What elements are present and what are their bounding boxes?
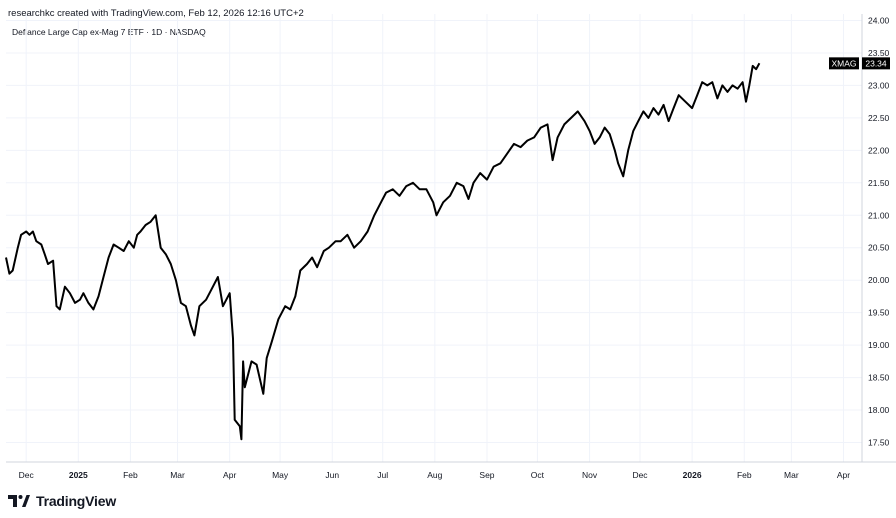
y-tick-label: 22.50 bbox=[868, 113, 890, 123]
x-tick-label: Mar bbox=[170, 470, 185, 480]
tradingview-footer[interactable]: TradingView bbox=[8, 493, 116, 509]
y-tick-label: 23.00 bbox=[868, 80, 890, 90]
x-tick-label: Jul bbox=[377, 470, 388, 480]
ticker-label: XMAG bbox=[831, 58, 856, 68]
y-tick-label: 24.00 bbox=[868, 15, 890, 25]
x-tick-label: Dec bbox=[632, 470, 648, 480]
x-tick-label: Dec bbox=[19, 470, 35, 480]
x-tick-label: May bbox=[272, 470, 289, 480]
x-axis[interactable]: Dec 2025 Feb Mar Apr May Jun Jul Aug Sep Oct Nov Dec… bbox=[19, 470, 851, 480]
x-tick-label: 2026 bbox=[683, 470, 702, 480]
x-tick-label: Nov bbox=[582, 470, 598, 480]
chart-creator-line: researchkc created with TradingView.com,… bbox=[8, 8, 304, 19]
y-tick-label: 18.00 bbox=[868, 405, 890, 415]
x-tick-label: Aug bbox=[427, 470, 442, 480]
y-tick-label: 21.50 bbox=[868, 178, 890, 188]
x-tick-label: Oct bbox=[531, 470, 545, 480]
last-price-bg bbox=[862, 57, 890, 70]
x-tick-label: Apr bbox=[837, 470, 850, 480]
y-tick-label: 19.50 bbox=[868, 308, 890, 318]
y-tick-label: 22.00 bbox=[868, 145, 890, 155]
last-price-value: 23.34 bbox=[865, 58, 887, 68]
tradingview-logo-icon bbox=[8, 495, 30, 507]
y-tick-label: 23.50 bbox=[868, 48, 890, 58]
x-tick-label: 2025 bbox=[69, 470, 88, 480]
last-price-label: XMAG 23.34 bbox=[829, 57, 890, 70]
tradingview-brand: TradingView bbox=[36, 493, 117, 509]
symbol-title: Defiance Large Cap ex-Mag 7 ETF · 1D · N… bbox=[12, 27, 206, 37]
y-tick-label: 19.00 bbox=[868, 340, 890, 350]
x-tick-label: Apr bbox=[223, 470, 236, 480]
y-tick-label: 20.50 bbox=[868, 243, 890, 253]
x-tick-label: Jun bbox=[325, 470, 339, 480]
y-tick-label: 18.50 bbox=[868, 373, 890, 383]
chart-axes bbox=[6, 14, 896, 463]
x-tick-label: Mar bbox=[784, 470, 799, 480]
y-tick-label: 21.00 bbox=[868, 210, 890, 220]
chart-grid bbox=[6, 14, 862, 462]
price-series bbox=[5, 62, 761, 441]
y-tick-label: 17.50 bbox=[868, 438, 890, 448]
x-tick-label: Feb bbox=[737, 470, 752, 480]
price-line bbox=[5, 62, 761, 441]
x-tick-label: Feb bbox=[123, 470, 138, 480]
x-tick-label: Sep bbox=[479, 470, 494, 480]
ticker-label-bg bbox=[829, 57, 859, 70]
y-axis[interactable]: 24.00 23.50 23.00 22.50 22.00 21.50 21.00 20.50… bbox=[868, 15, 890, 447]
y-tick-label: 20.00 bbox=[868, 275, 890, 285]
